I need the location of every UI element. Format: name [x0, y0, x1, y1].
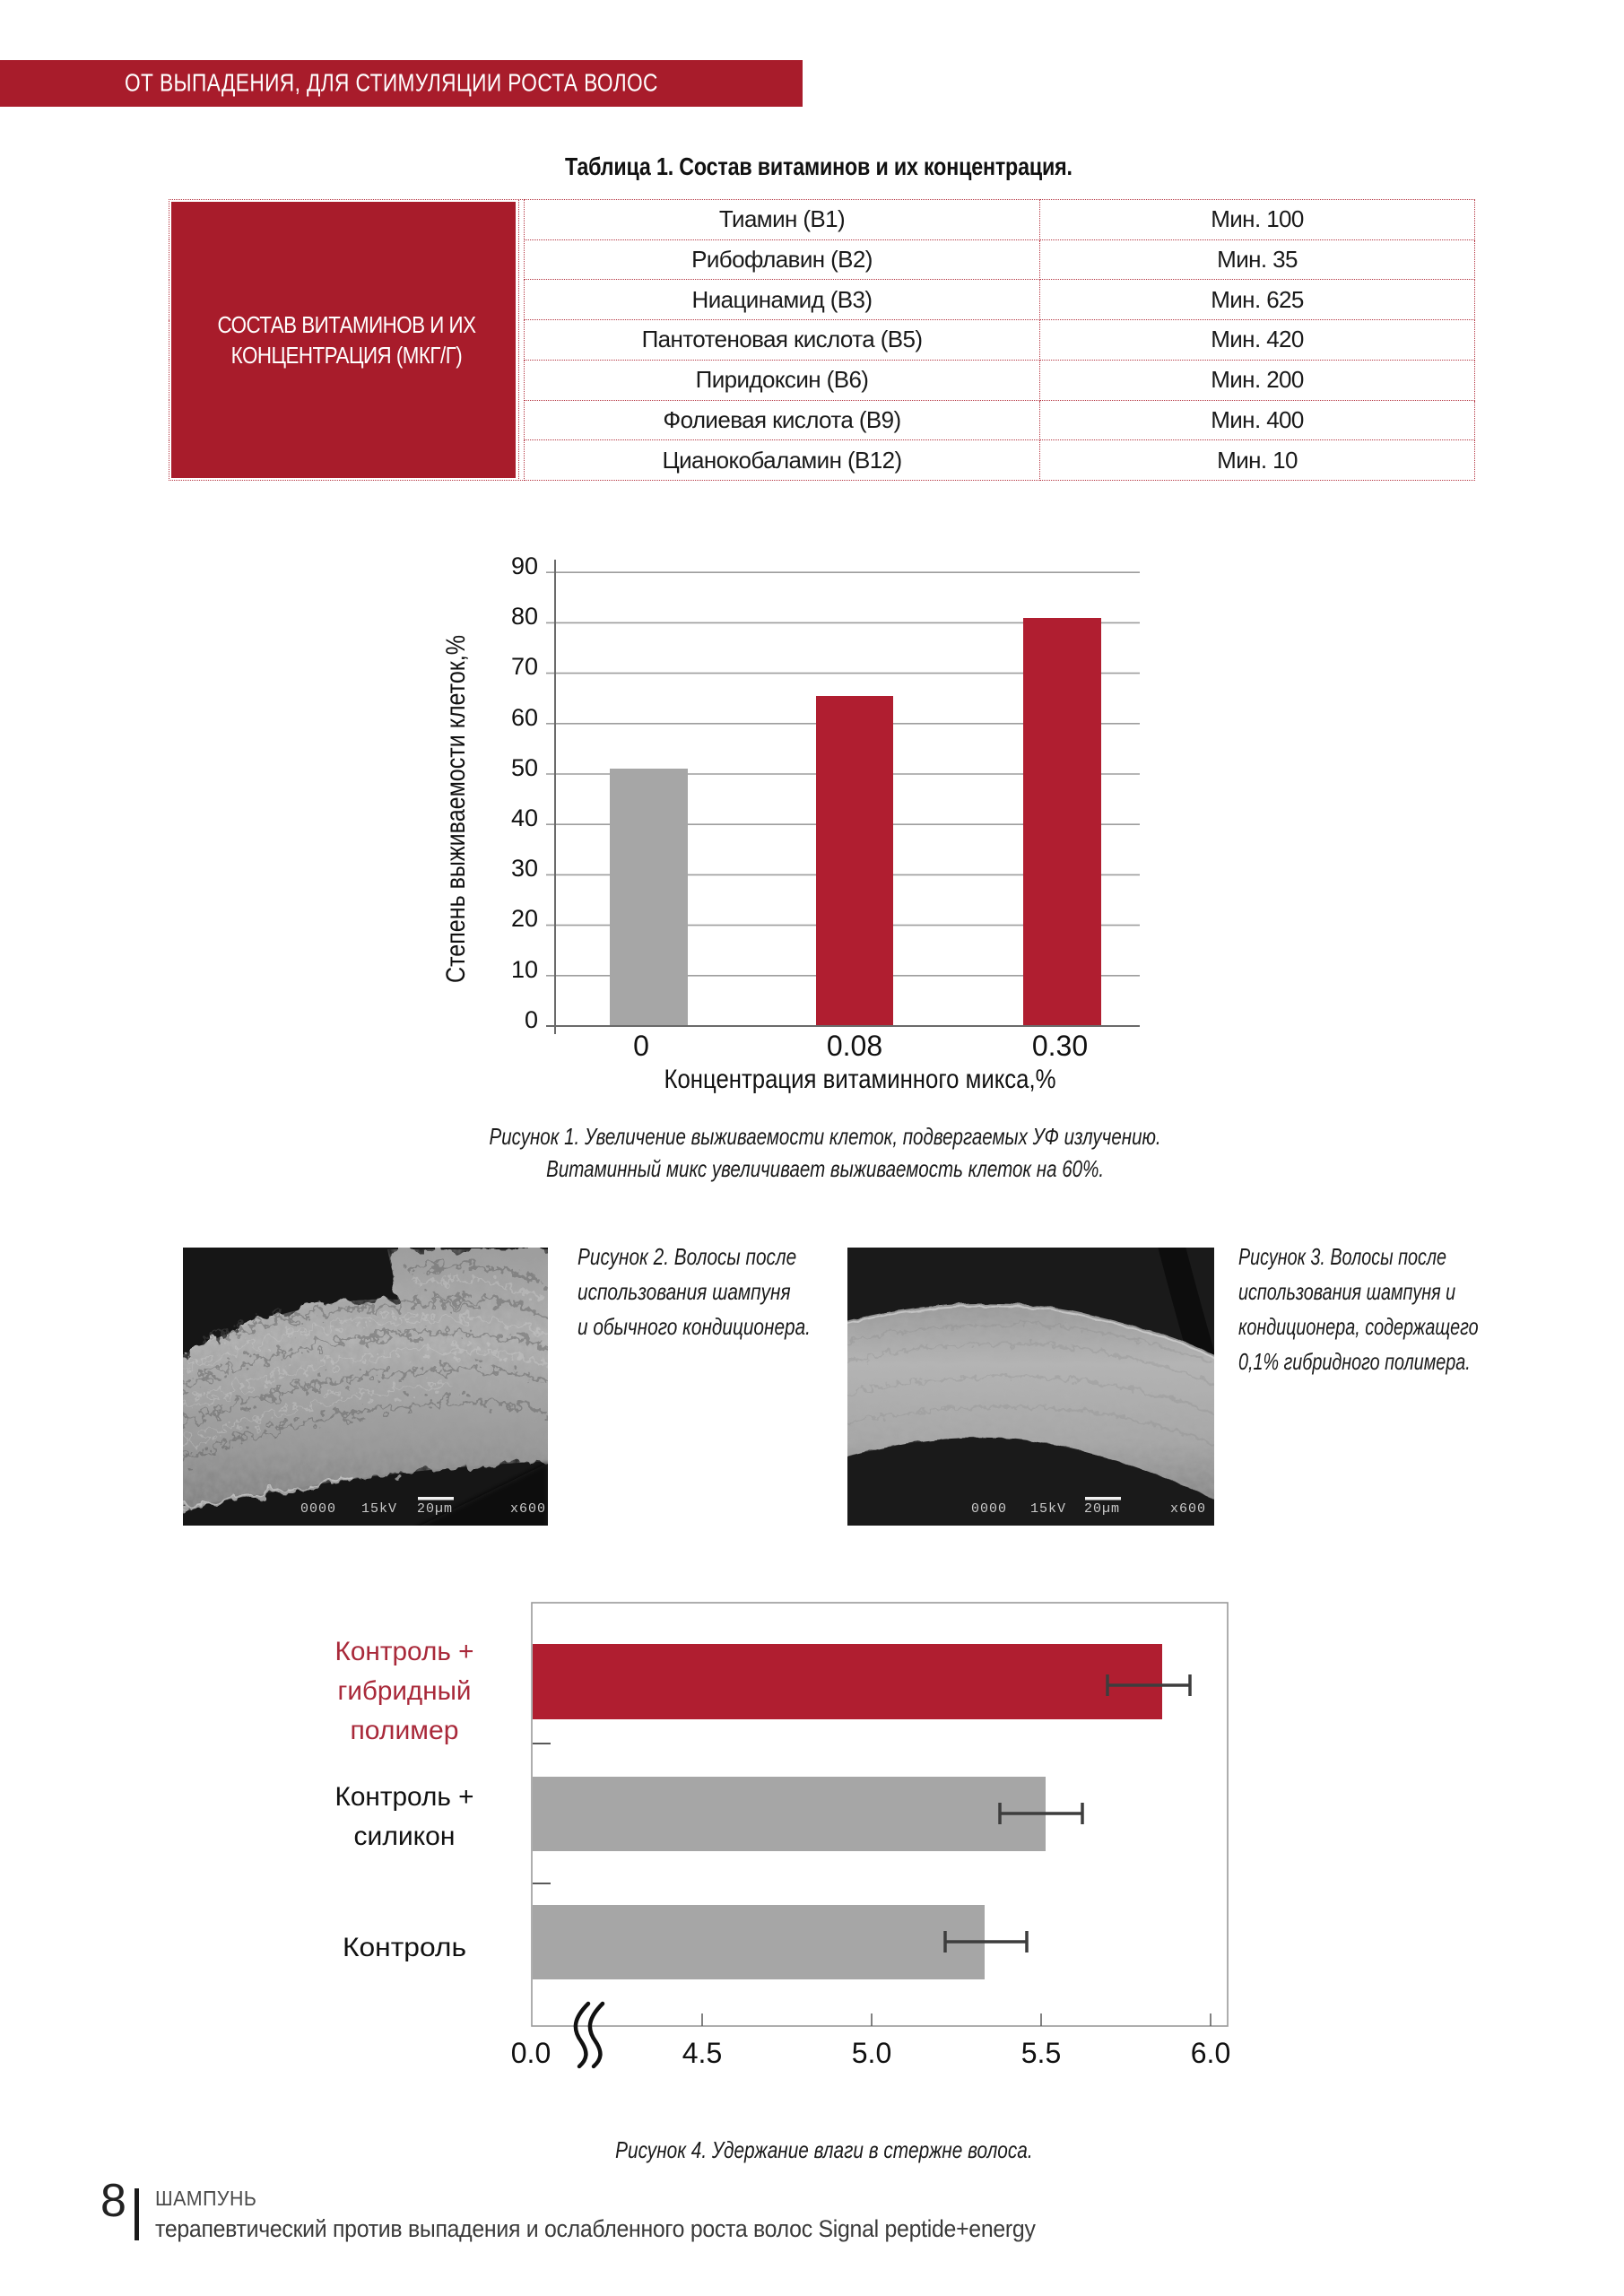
- svg-text:Контроль +: Контроль +: [335, 1637, 474, 1666]
- svg-text:x600: x600: [510, 1501, 546, 1517]
- svg-text:70: 70: [511, 653, 538, 680]
- svg-text:0: 0: [633, 1030, 649, 1062]
- svg-text:0.08: 0.08: [827, 1030, 882, 1062]
- svg-text:полимер: полимер: [351, 1716, 459, 1745]
- svg-text:0000: 0000: [971, 1501, 1007, 1517]
- svg-text:50: 50: [511, 754, 538, 781]
- svg-text:5.0: 5.0: [852, 2037, 891, 2069]
- svg-text:30: 30: [511, 855, 538, 882]
- svg-text:0: 0: [525, 1006, 538, 1033]
- svg-text:20µm: 20µm: [417, 1501, 453, 1517]
- svg-text:15kV: 15kV: [361, 1501, 397, 1517]
- svg-text:15kV: 15kV: [1030, 1501, 1066, 1517]
- svg-text:80: 80: [511, 603, 538, 630]
- svg-text:x600: x600: [1170, 1501, 1206, 1517]
- svg-text:60: 60: [511, 704, 538, 731]
- svg-text:6.0: 6.0: [1191, 2037, 1230, 2069]
- svg-text:0.0: 0.0: [511, 2037, 551, 2069]
- svg-text:0.30: 0.30: [1032, 1030, 1088, 1062]
- svg-text:Контроль: Контроль: [343, 1933, 466, 1962]
- svg-text:20µm: 20µm: [1084, 1501, 1120, 1517]
- svg-text:4.5: 4.5: [682, 2037, 722, 2069]
- svg-text:Концентрация витаминного микса: Концентрация витаминного микса,%: [664, 1065, 1056, 1094]
- svg-text:силикон: силикон: [354, 1822, 456, 1851]
- svg-text:гибридный: гибридный: [338, 1676, 472, 1706]
- svg-text:20: 20: [511, 905, 538, 932]
- svg-text:90: 90: [511, 552, 538, 579]
- svg-text:10: 10: [511, 956, 538, 983]
- svg-text:Степень выживаемости клеток,%: Степень выживаемости клеток,%: [441, 635, 471, 983]
- svg-text:0000: 0000: [300, 1501, 336, 1517]
- svg-text:40: 40: [511, 804, 538, 831]
- svg-text:5.5: 5.5: [1021, 2037, 1061, 2069]
- svg-text:Контроль +: Контроль +: [335, 1782, 474, 1812]
